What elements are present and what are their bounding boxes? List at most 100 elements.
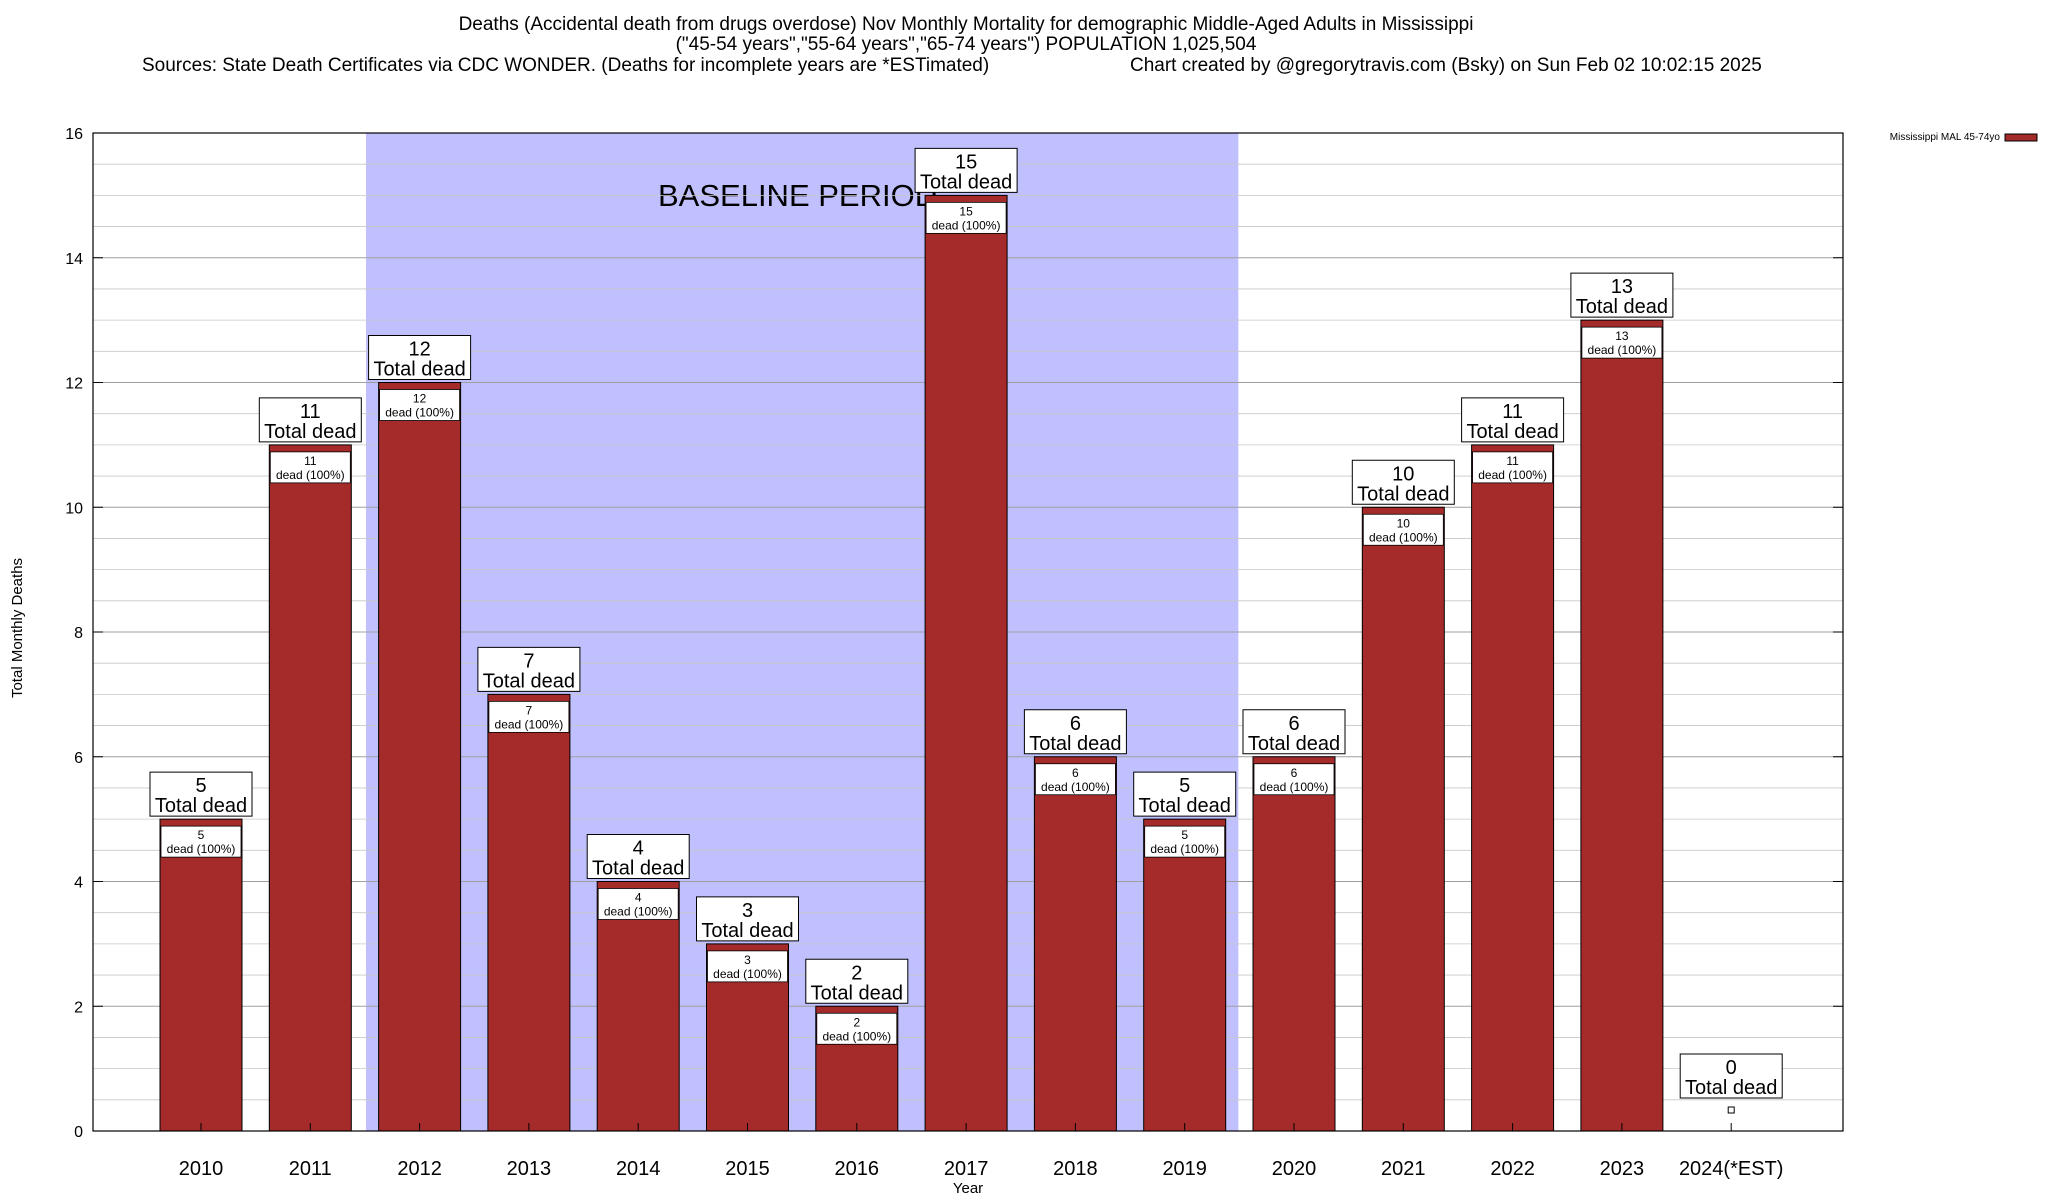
bar-inner-value: 12: [413, 392, 427, 406]
y-tick-label: 10: [65, 500, 83, 517]
bar-inner-value: 6: [1291, 766, 1298, 780]
x-tick-label: 2024(*EST): [1679, 1158, 1784, 1180]
y-tick-label: 0: [74, 1124, 83, 1141]
bar-inner-value: 13: [1615, 329, 1629, 343]
bar-inner-value: 15: [959, 204, 973, 218]
y-axis: 0 2 4 6 8 10 12 14 16: [65, 126, 1843, 1141]
bar-inner-label-box: [488, 700, 570, 733]
chart-title: Deaths (Accidental death from drugs over…: [459, 14, 1474, 35]
bar-inner-label-box: [1144, 825, 1226, 858]
bar-total-text: Total dead: [592, 858, 684, 880]
bar-total-text: Total dead: [1357, 483, 1449, 505]
bar-total-text: Total dead: [483, 670, 575, 692]
bar-total-value: 5: [195, 775, 206, 797]
bar-inner-text: dead (100%): [1369, 530, 1438, 544]
x-tick-label: 2011: [289, 1158, 332, 1180]
bar-total-value: 0: [1726, 1057, 1737, 1079]
y-tick-label: 14: [65, 251, 83, 268]
bar-total-value: 5: [1179, 775, 1190, 797]
bar-total-box: [805, 958, 909, 1004]
bar-inner-text: dead (100%): [604, 905, 673, 919]
x-axis: 2010 2011 2012 2013 2014 2015 2016 2017 2018 2019…: [179, 1123, 1784, 1180]
legend-swatch: [2004, 133, 2038, 142]
bar: [1143, 818, 1227, 1132]
bar-inner-value: 5: [198, 828, 205, 842]
y-tick-label: 12: [65, 376, 83, 393]
y-tick-label: 8: [74, 625, 83, 642]
bar-total-value: 12: [408, 339, 430, 361]
bar: [159, 818, 243, 1132]
bar-inner-text: dead (100%): [1260, 780, 1329, 794]
bar-total-box: [1351, 459, 1455, 505]
bar: [1580, 319, 1664, 1132]
bar-total-box: [1679, 1053, 1783, 1099]
chart-subtitle: ("45-54 years","55-64 years","65-74 year…: [676, 34, 1257, 55]
bar-inner-value: 10: [1397, 516, 1411, 530]
bar-inner-label-box: [1362, 513, 1444, 546]
bar-total-value: 6: [1288, 713, 1299, 735]
x-tick-label: 2018: [1053, 1158, 1098, 1180]
bar-inner-text: dead (100%): [932, 218, 1001, 232]
bar: [1033, 756, 1117, 1132]
bar-inner-value: 7: [526, 703, 533, 717]
x-tick-label: 2010: [179, 1158, 224, 1180]
x-tick-label: 2019: [1162, 1158, 1207, 1180]
x-tick-label: 2017: [944, 1158, 989, 1180]
bar-inner-value: 11: [304, 454, 317, 468]
x-tick-label: 2022: [1490, 1158, 1535, 1180]
bar-inner-value: 5: [1181, 828, 1188, 842]
bar-total-value: 2: [851, 962, 862, 984]
bar-zero-marker: [1727, 1106, 1735, 1114]
bar-inner-value: 3: [744, 953, 751, 967]
bar-inner-value: 4: [635, 891, 642, 905]
bar-inner-value: 2: [853, 1015, 860, 1029]
bar-total-value: 13: [1611, 276, 1633, 298]
x-tick-label: 2014: [616, 1158, 661, 1180]
bar-total-value: 7: [523, 650, 534, 672]
bar-inner-label-box: [925, 201, 1007, 234]
bar-inner-text: dead (100%): [1588, 343, 1657, 357]
bar-inner-label-box: [160, 825, 242, 858]
y-axis-label: Total Monthly Deaths: [9, 558, 26, 698]
bar-total-value: 3: [742, 900, 753, 922]
bar-total-text: Total dead: [920, 171, 1012, 193]
bar-inner-text: dead (100%): [276, 468, 345, 482]
bar: [924, 194, 1008, 1132]
bar-inner-label-box: [269, 451, 351, 484]
bar-total-box: [258, 397, 362, 443]
bar-inner-text: dead (100%): [385, 406, 454, 420]
bar-total-text: Total dead: [811, 982, 903, 1004]
bar-inner-value: 6: [1072, 766, 1079, 780]
bar-total-box: [477, 646, 581, 692]
bar-total-text: Total dead: [1576, 296, 1668, 318]
y-tick-label: 16: [65, 126, 83, 143]
x-tick-label: 2023: [1600, 1158, 1645, 1180]
bar-inner-label-box: [597, 888, 679, 920]
chart-credit: Chart created by @gregorytravis.com (Bsk…: [1130, 55, 1762, 76]
bar-total-value: 4: [633, 838, 644, 860]
bar-total-box: [1570, 272, 1674, 318]
x-tick-label: 2016: [835, 1158, 880, 1180]
bar-inner-value: 11: [1506, 454, 1519, 468]
bar-inner-text: dead (100%): [1478, 468, 1547, 482]
x-tick-label: 2012: [397, 1158, 442, 1180]
bar-total-box: [696, 896, 799, 942]
